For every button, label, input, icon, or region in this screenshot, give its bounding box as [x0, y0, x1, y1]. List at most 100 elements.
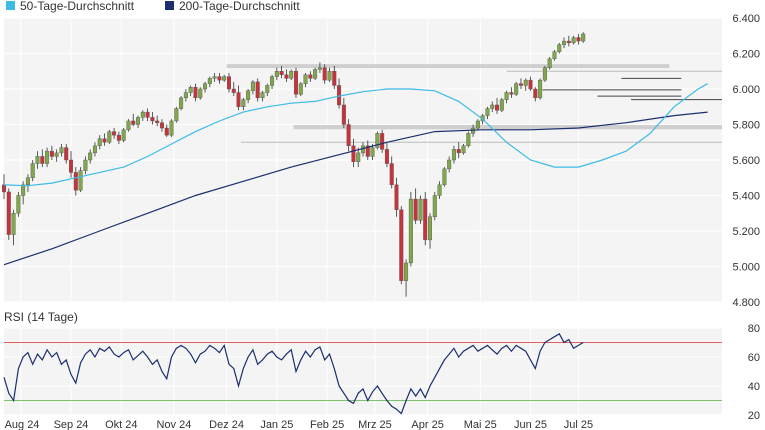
candle-body	[222, 76, 227, 81]
price-y-tick-label: 5.000	[732, 262, 760, 274]
support-lines	[240, 70, 722, 143]
rsi-panel: RSI (14 Tage) 20 40 60 80	[3, 310, 760, 422]
candle-body	[375, 133, 380, 148]
candle-body	[337, 85, 342, 106]
candle-body	[303, 74, 308, 84]
candle-body	[179, 97, 184, 109]
candle-body	[562, 40, 567, 45]
candle-body	[485, 108, 490, 116]
candle-body	[150, 117, 155, 122]
candle-body	[365, 145, 370, 157]
candle-body	[59, 147, 64, 154]
candle-body	[413, 198, 418, 221]
candle-body	[423, 198, 428, 241]
rsi-y-tick-label: 20	[748, 410, 760, 422]
candle-body	[576, 37, 581, 42]
candle-body	[174, 108, 179, 122]
price-y-tick-label: 5.600	[732, 155, 760, 167]
candle-body	[274, 71, 279, 77]
candle-body	[542, 67, 547, 81]
candle-body	[475, 120, 480, 129]
candle-body	[198, 88, 203, 99]
price-y-tick-label: 5.200	[732, 226, 760, 238]
candle-body	[40, 156, 45, 164]
candle-body	[145, 111, 150, 118]
resistance-bands	[226, 64, 722, 130]
candle-body	[6, 191, 11, 235]
candle-body	[437, 184, 442, 196]
x-tick-label: Apr 25	[411, 419, 443, 430]
candle-body	[183, 92, 188, 99]
candle-body	[408, 198, 413, 264]
candle-body	[102, 138, 107, 143]
candle-body	[97, 138, 102, 146]
candle-body	[155, 120, 160, 123]
price-y-axis-ticks: 4.800 5.000 5.200 5.400 5.600 5.800 6.000 6.200…	[732, 13, 760, 309]
candle-body	[92, 145, 97, 154]
chart-legend: 50-Tage-Durchschnitt 200-Tage-Durchschni…	[6, 0, 300, 13]
candle-body	[538, 79, 543, 99]
rsi-y-tick-label: 60	[748, 352, 760, 364]
price-y-tick-label: 6.400	[732, 13, 760, 25]
candle-body	[404, 262, 409, 281]
candle-body	[495, 104, 500, 111]
candle-body	[212, 76, 217, 79]
x-tick-label: Nov 24	[156, 419, 191, 430]
candle-body	[203, 83, 208, 90]
candle-body	[241, 99, 246, 107]
price-y-tick-label: 4.800	[732, 297, 760, 309]
candle-body	[21, 184, 26, 196]
price-y-tick-label: 6.000	[732, 84, 760, 96]
price-y-tick-label: 5.800	[732, 120, 760, 132]
legend-swatch-ma50	[6, 1, 15, 10]
candle-body	[217, 76, 222, 81]
rsi-line	[3, 332, 584, 415]
candle-body	[73, 172, 78, 191]
candle-body	[509, 92, 514, 95]
candle-body	[140, 111, 145, 118]
candle-body	[351, 145, 356, 162]
x-tick-label: Feb 25	[310, 419, 344, 430]
candle-body	[514, 83, 519, 95]
x-tick-label: Aug 24	[5, 419, 40, 430]
resistance-band	[293, 125, 722, 130]
candle-body	[78, 170, 83, 191]
candle-body	[226, 76, 231, 90]
x-tick-label: Sep 24	[54, 419, 89, 430]
candle-body	[571, 37, 576, 44]
candle-body	[284, 74, 289, 79]
rsi-panel-title: RSI (14 Tage)	[4, 310, 78, 324]
price-panel: 4.800 5.000 5.200 5.400 5.600 5.800 6.000 6.200…	[2, 13, 760, 309]
candle-body	[16, 195, 21, 214]
candlesticks	[2, 32, 586, 297]
candle-body	[456, 149, 461, 154]
candle-body	[418, 198, 423, 221]
legend-label-ma50: 50-Tage-Durchschnitt	[20, 0, 135, 13]
candle-body	[265, 85, 270, 93]
candle-body	[207, 78, 212, 84]
candle-body	[547, 58, 552, 68]
candle-body	[246, 90, 251, 100]
candle-body	[313, 69, 318, 79]
candle-body	[384, 149, 389, 164]
ma200-line	[3, 111, 708, 266]
candle-body	[45, 150, 50, 164]
candle-body	[490, 104, 495, 109]
candle-body	[64, 147, 69, 161]
candle-body	[159, 122, 164, 129]
candle-body	[112, 131, 117, 136]
candle-body	[236, 92, 241, 107]
candle-body	[169, 120, 174, 136]
candle-body	[346, 124, 351, 146]
candle-body	[35, 156, 40, 164]
x-tick-label: Jan 25	[260, 419, 293, 430]
rsi-y-tick-label: 40	[748, 381, 760, 393]
candle-body	[317, 67, 322, 70]
candle-body	[126, 120, 131, 131]
candle-body	[136, 117, 141, 125]
candle-body	[250, 81, 255, 91]
candle-body	[466, 133, 471, 147]
candle-body	[394, 184, 399, 210]
rsi-y-tick-label: 80	[748, 323, 760, 335]
